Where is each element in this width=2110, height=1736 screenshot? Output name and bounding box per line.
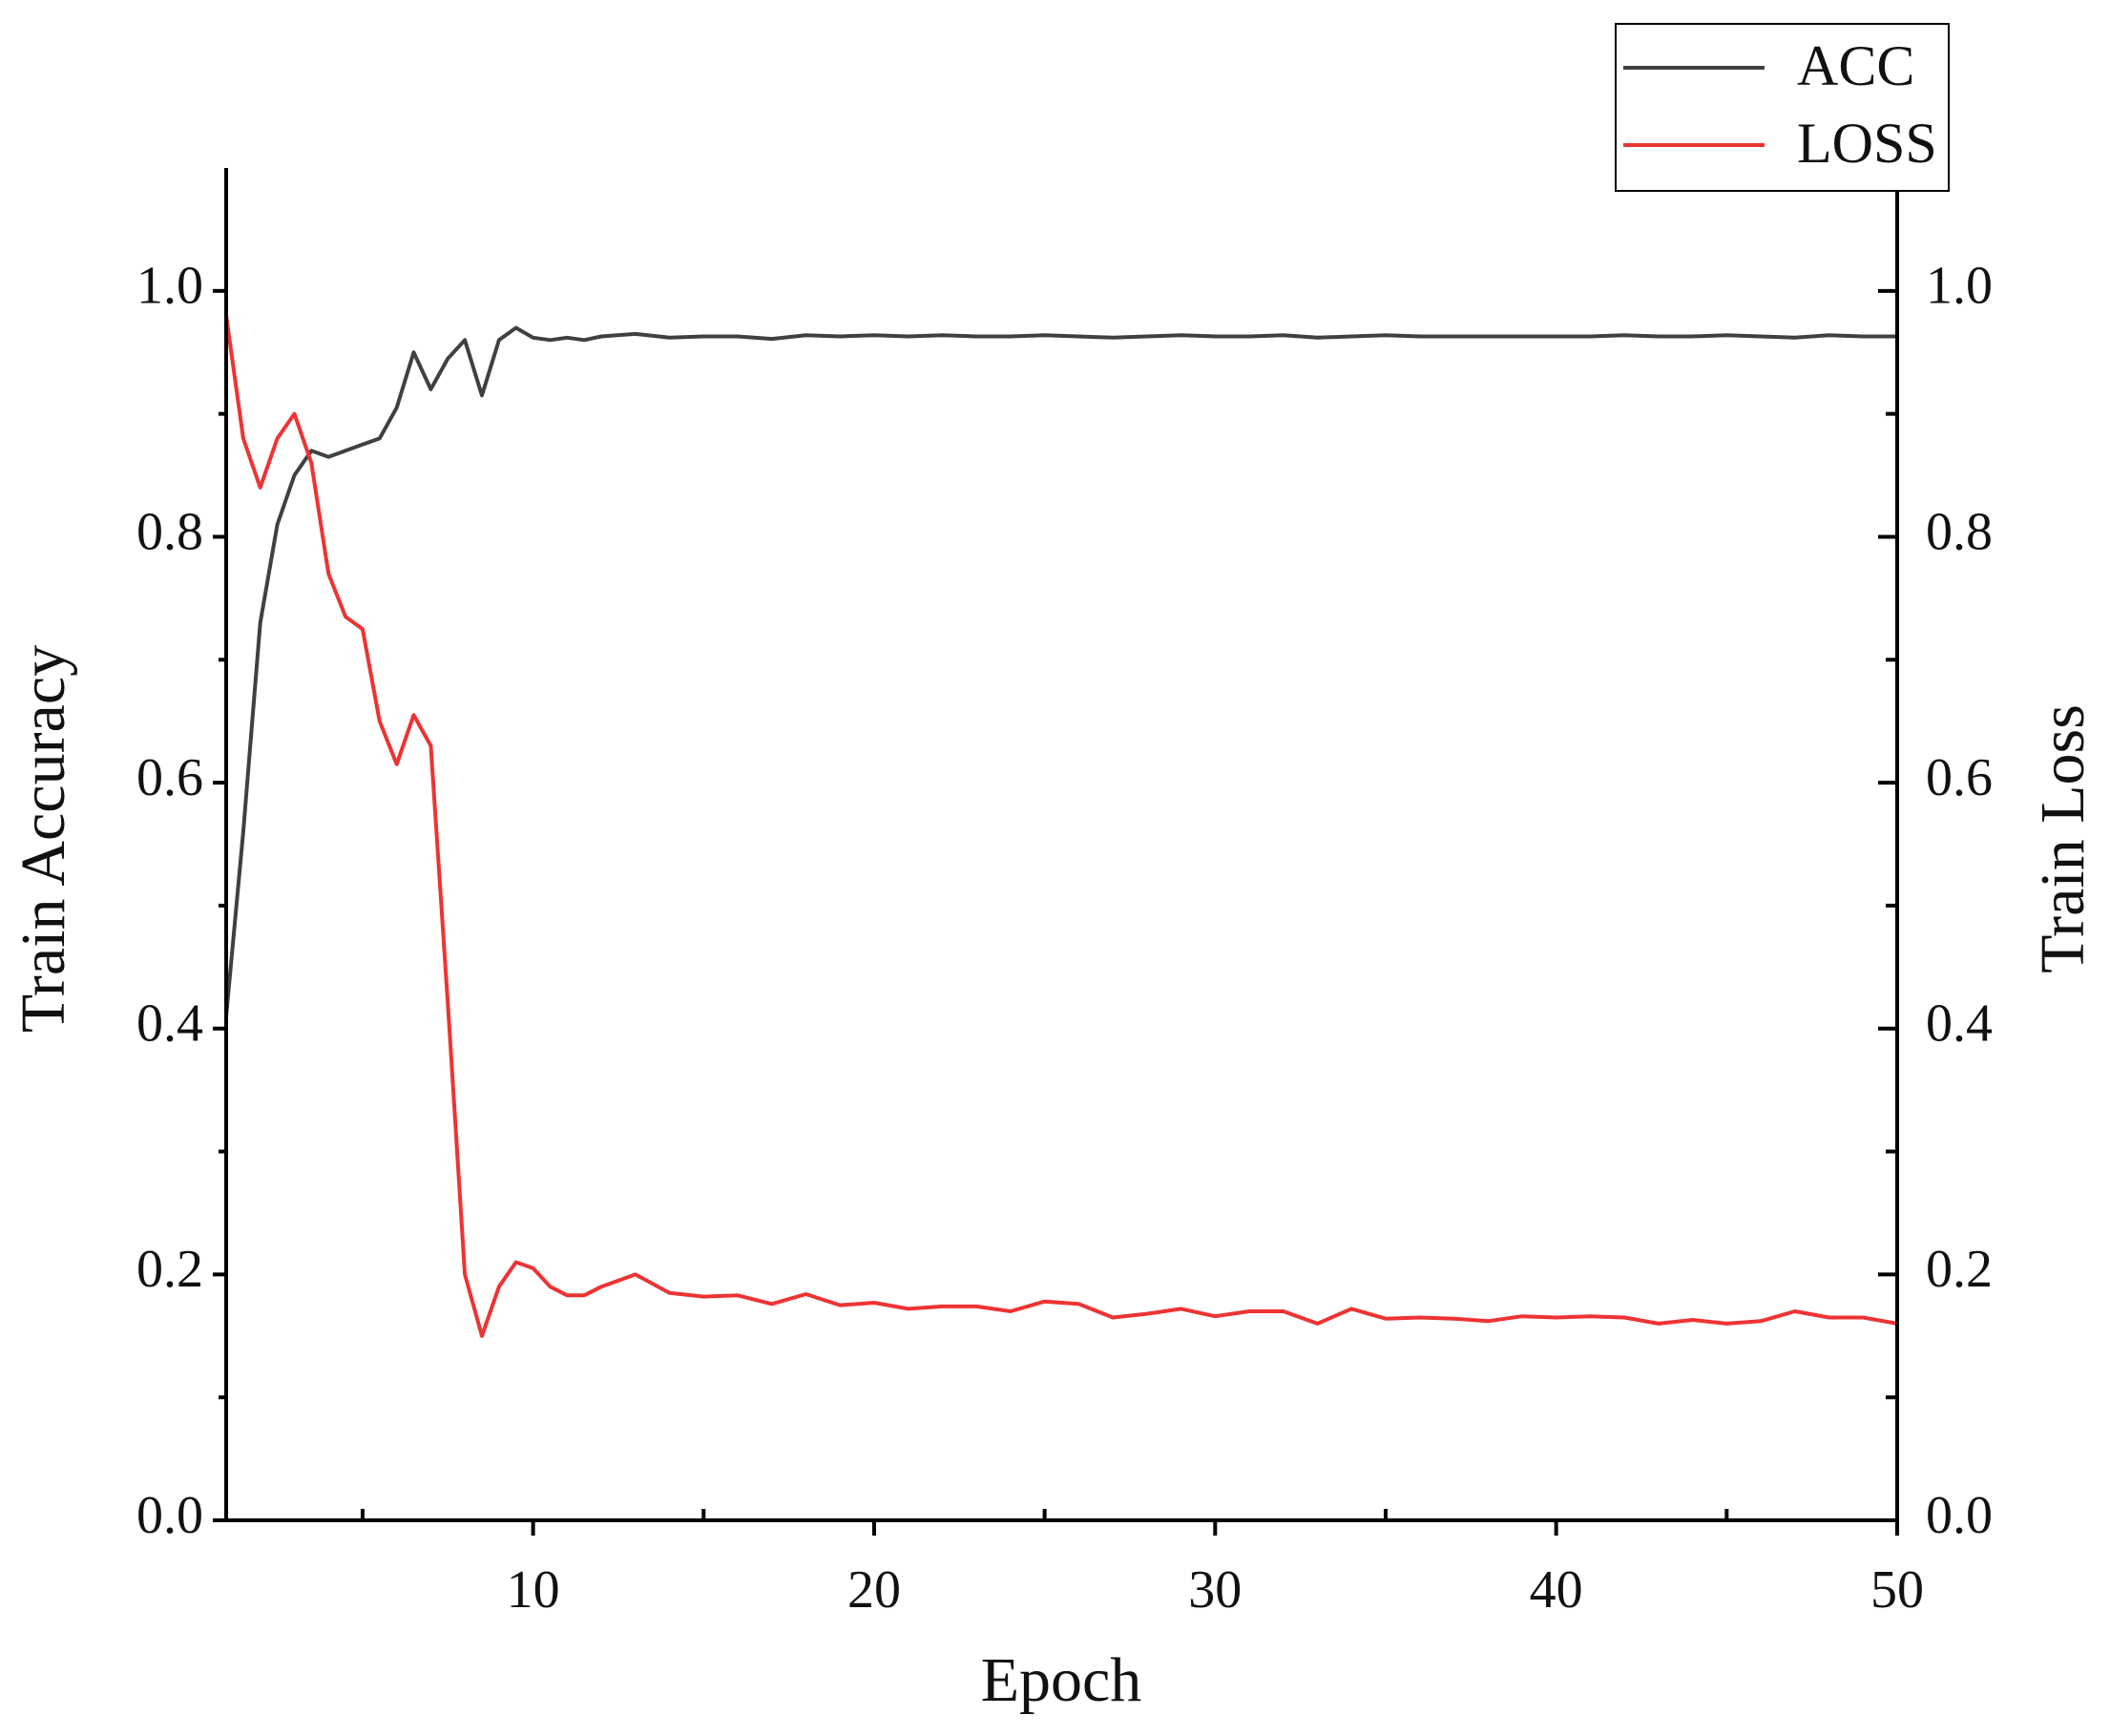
series-line (224, 325, 1897, 1016)
x-axis-title: Epoch (981, 1645, 1142, 1715)
y-tick-label: 0.2 (136, 1240, 203, 1299)
y2-tick-label: 0.2 (1926, 1240, 1993, 1299)
y-tick-label: 0.8 (136, 502, 203, 561)
series-line (224, 315, 1898, 1338)
y2-tick-label: 0.8 (1926, 502, 1993, 561)
y-axis-title: Train Accuracy (9, 645, 78, 1033)
x-tick-label: 20 (847, 1560, 901, 1620)
y-tick-label: 0.4 (136, 994, 203, 1054)
x-tick-label: 40 (1530, 1560, 1583, 1620)
y2-tick-label: 1.0 (1926, 257, 1993, 316)
y-tick-label: 0.0 (136, 1486, 203, 1545)
y2-tick-label: 0.4 (1926, 994, 1993, 1054)
x-tick-label: 10 (507, 1560, 560, 1620)
y2-axis-title: Train Loss (2028, 704, 2098, 973)
y2-tick-label: 0.6 (1926, 748, 1993, 807)
legend-label: LOSS (1797, 112, 1937, 175)
x-tick-label: 50 (1870, 1560, 1924, 1620)
y2-tick-label: 0.0 (1926, 1486, 1993, 1545)
x-tick-label: 30 (1188, 1560, 1242, 1620)
legend-box (1615, 23, 1950, 192)
y-tick-label: 0.6 (136, 748, 203, 807)
y-tick-label: 1.0 (136, 257, 203, 316)
legend-label: ACC (1797, 34, 1914, 97)
